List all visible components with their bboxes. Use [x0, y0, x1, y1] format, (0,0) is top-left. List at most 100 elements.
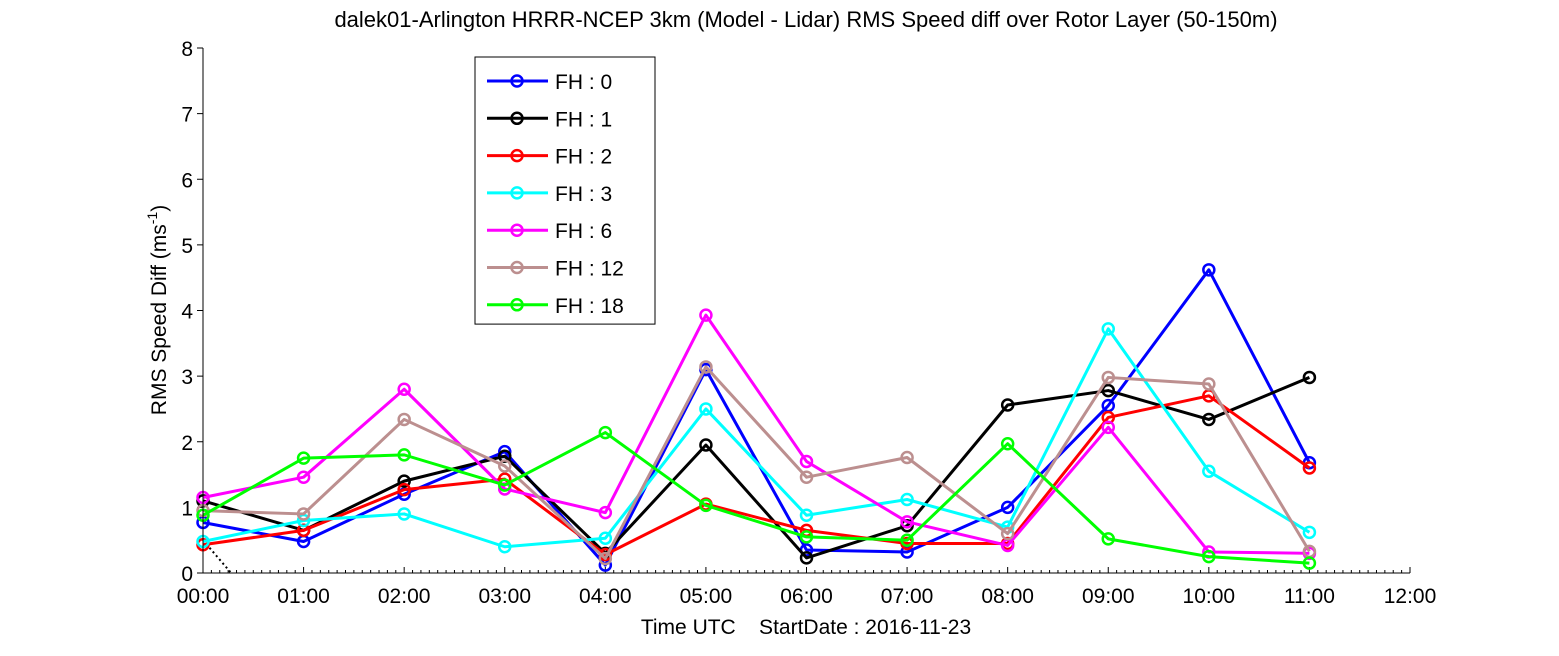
- data-point: [1101, 370, 1115, 385]
- data-point: [1202, 412, 1216, 427]
- data-point: [397, 448, 411, 462]
- data-point: [598, 531, 613, 545]
- dotted-line: [202, 539, 232, 574]
- data-point: [1302, 461, 1317, 475]
- data-point: [1302, 525, 1317, 540]
- data-point: [1202, 377, 1216, 391]
- data-point: [397, 382, 411, 396]
- legend: FH : 0 FH : 1 FH : 2 FH : 3 FH : 6 FH : 12 FH …: [474, 56, 656, 325]
- y-tick-label: 3: [181, 366, 193, 389]
- data-point: [900, 533, 914, 547]
- data-point: [1302, 556, 1317, 570]
- series-line: [202, 327, 1311, 549]
- legend-box: [474, 56, 656, 325]
- data-point: [799, 508, 814, 522]
- data-point: [397, 507, 411, 521]
- legend-swatch-marker: [510, 186, 524, 200]
- data-point: [699, 498, 713, 513]
- x-tick-label: 01:00: [277, 585, 330, 608]
- data-point: [900, 450, 914, 465]
- data-point: [498, 540, 512, 554]
- series-line: [202, 268, 1311, 567]
- y-tick-label: 8: [181, 38, 193, 61]
- series-line: [202, 431, 1310, 565]
- data-point: [296, 451, 311, 465]
- x-tick-label: 00:00: [177, 585, 230, 608]
- legend-label: FH : 1: [555, 108, 612, 131]
- data-point: [1101, 383, 1115, 398]
- data-point: [900, 492, 914, 507]
- dotted-reference-line: [202, 539, 232, 574]
- legend-label: FH : 6: [555, 220, 612, 243]
- y-tick-label: 4: [181, 301, 193, 324]
- data-point: [1202, 263, 1216, 277]
- y-axis-label-superscript: -1: [144, 212, 160, 225]
- x-tick-label: 08:00: [981, 585, 1034, 608]
- data-point: [1202, 549, 1216, 564]
- x-axis-label: Time UTC StartDate : 2016-11-23: [641, 616, 971, 639]
- data-point: [799, 454, 814, 469]
- data-point: [1000, 500, 1015, 515]
- x-tick-label: 05:00: [680, 585, 733, 608]
- legend-swatch-marker: [510, 148, 524, 163]
- data-point: [1000, 398, 1015, 412]
- x-tick-label: 12:00: [1384, 585, 1437, 608]
- data-point: [900, 515, 914, 529]
- data-point: [1202, 464, 1216, 479]
- legend-swatch-marker: [510, 74, 524, 88]
- data-point: [1302, 370, 1317, 385]
- data-point: [397, 474, 411, 488]
- legend-swatch-marker: [510, 223, 524, 237]
- y-tick-label: 1: [181, 497, 193, 520]
- legend-label: FH : 12: [555, 258, 624, 281]
- x-tick-label: 10:00: [1183, 585, 1236, 608]
- y-tick-label: 7: [181, 104, 193, 127]
- series-line: [202, 376, 1310, 560]
- y-axis-ticks: 0 1 2 3 4 5 6 7 8: [181, 38, 203, 586]
- legend-swatch-marker: [510, 111, 524, 126]
- data-point: [1101, 420, 1115, 435]
- x-tick-label: 07:00: [881, 585, 934, 608]
- data-point: [397, 482, 411, 497]
- x-tick-label: 03:00: [478, 585, 531, 608]
- y-axis-label-main: RMS Speed Diff (ms: [148, 224, 171, 415]
- x-tick-label: 04:00: [579, 585, 632, 608]
- data-point: [498, 459, 512, 473]
- data-point: [799, 551, 814, 565]
- y-tick-label: 2: [181, 432, 193, 455]
- data-point: [598, 505, 613, 520]
- data-point: [296, 507, 311, 521]
- series-group: [196, 263, 1317, 572]
- data-point: [498, 478, 512, 492]
- y-axis-label-close: ): [148, 205, 171, 212]
- data-point: [1000, 526, 1015, 541]
- data-point: [598, 551, 613, 566]
- y-tick-label: 0: [181, 563, 193, 586]
- data-point: [699, 402, 713, 416]
- legend-label: FH : 0: [555, 71, 612, 94]
- series-5: [196, 360, 1317, 566]
- y-axis-label: RMS Speed Diff (ms-1): [144, 205, 171, 415]
- data-point: [699, 438, 713, 452]
- legend-swatch-marker: [510, 298, 524, 312]
- data-point: [598, 425, 613, 440]
- data-point: [799, 470, 814, 484]
- x-tick-label: 11:00: [1284, 585, 1335, 608]
- legend-label: FH : 18: [555, 295, 624, 318]
- data-point: [799, 530, 814, 544]
- series-line: [202, 394, 1311, 557]
- data-point: [1101, 532, 1115, 546]
- series-1: [196, 370, 1317, 565]
- y-tick-label: 5: [181, 235, 193, 258]
- x-tick-label: 02:00: [378, 585, 431, 608]
- data-point: [1101, 322, 1115, 336]
- x-tick-label: 09:00: [1082, 585, 1135, 608]
- legend-label: FH : 2: [555, 146, 612, 169]
- series-line: [202, 365, 1311, 561]
- data-point: [397, 412, 411, 427]
- chart-title: dalek01-Arlington HRRR-NCEP 3km (Model -…: [334, 7, 1277, 32]
- x-axis-ticks: 00:00 01:00 02:00 03:00 04:00 05:00 06:00 07:00…: [177, 567, 1437, 608]
- data-point: [296, 470, 311, 484]
- data-point: [699, 360, 713, 374]
